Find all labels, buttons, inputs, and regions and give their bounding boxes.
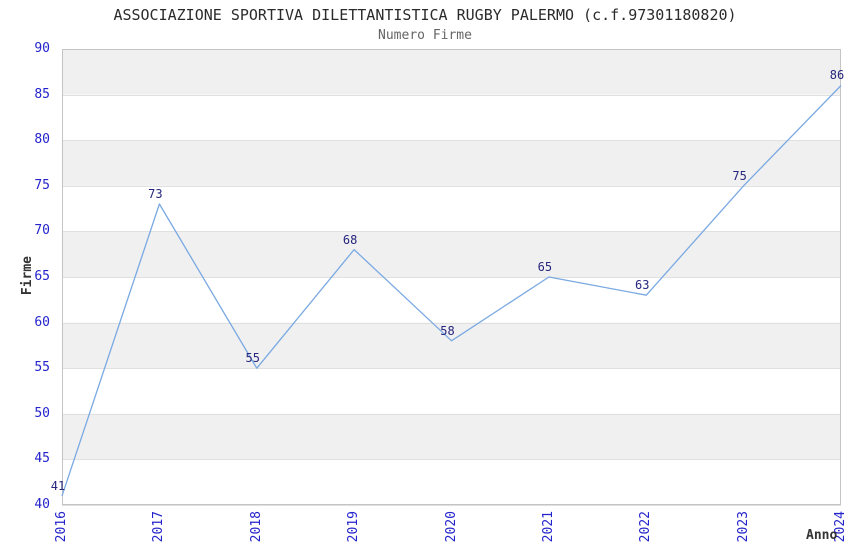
x-tick-label: 2023 xyxy=(735,511,751,543)
data-point-label: 75 xyxy=(732,168,747,183)
data-point-label: 58 xyxy=(440,323,455,338)
y-tick-label: 50 xyxy=(34,405,50,421)
data-point-label: 65 xyxy=(537,260,553,274)
plot-band xyxy=(62,49,841,95)
y-tick-label: 55 xyxy=(34,360,50,376)
data-point-label: 73 xyxy=(148,187,163,202)
y-tick-label: 40 xyxy=(34,497,50,512)
chart-title: ASSOCIAZIONE SPORTIVA DILETTANTISTICA RU… xyxy=(113,6,737,24)
data-point-label: 41 xyxy=(50,478,66,493)
x-axis-title: Anno xyxy=(806,528,838,543)
x-tick-label: 2020 xyxy=(443,511,459,543)
data-point-label: 68 xyxy=(342,232,358,247)
y-tick-label: 80 xyxy=(34,132,50,148)
y-tick-label: 75 xyxy=(34,177,50,193)
y-tick-label: 70 xyxy=(34,223,50,239)
plot-band xyxy=(62,413,841,460)
x-tick-label: 2021 xyxy=(540,511,556,543)
y-tick-label: 85 xyxy=(34,86,50,102)
y-tick-label: 45 xyxy=(34,451,50,467)
y-tick-label: 60 xyxy=(34,314,50,330)
x-tick-label: 2019 xyxy=(346,511,362,543)
x-tick-label: 2016 xyxy=(54,511,69,543)
x-tick-label: 2022 xyxy=(638,511,654,543)
x-tick-label: 2017 xyxy=(151,511,167,543)
data-point-label: 63 xyxy=(635,278,650,293)
y-tick-label: 65 xyxy=(34,269,50,284)
data-point-label: 55 xyxy=(245,351,260,366)
plot-band xyxy=(62,140,841,186)
x-tick-label: 2018 xyxy=(248,511,264,543)
plot-band xyxy=(62,322,841,369)
plot-band xyxy=(62,231,841,277)
plot-border xyxy=(62,49,841,505)
y-tick-label: 90 xyxy=(34,41,50,56)
data-line xyxy=(61,85,842,497)
y-axis-title: Firme xyxy=(20,256,35,296)
chart-subtitle: Numero Firme xyxy=(378,28,472,43)
data-point-label: 86 xyxy=(829,68,845,83)
